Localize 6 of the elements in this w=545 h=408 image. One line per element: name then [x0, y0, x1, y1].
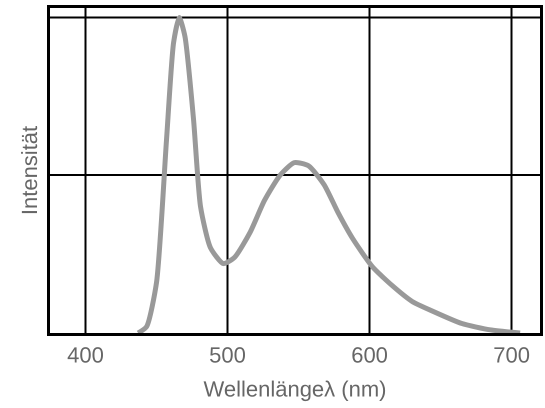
x-axis-title: Wellenlängeλ (nm): [203, 376, 387, 402]
x-tick-label: 600: [351, 342, 388, 368]
x-tick-label: 400: [67, 342, 104, 368]
x-tick-label: 700: [493, 342, 530, 368]
y-axis-title: Intensität: [16, 126, 42, 216]
x-tick-label: 500: [209, 342, 246, 368]
